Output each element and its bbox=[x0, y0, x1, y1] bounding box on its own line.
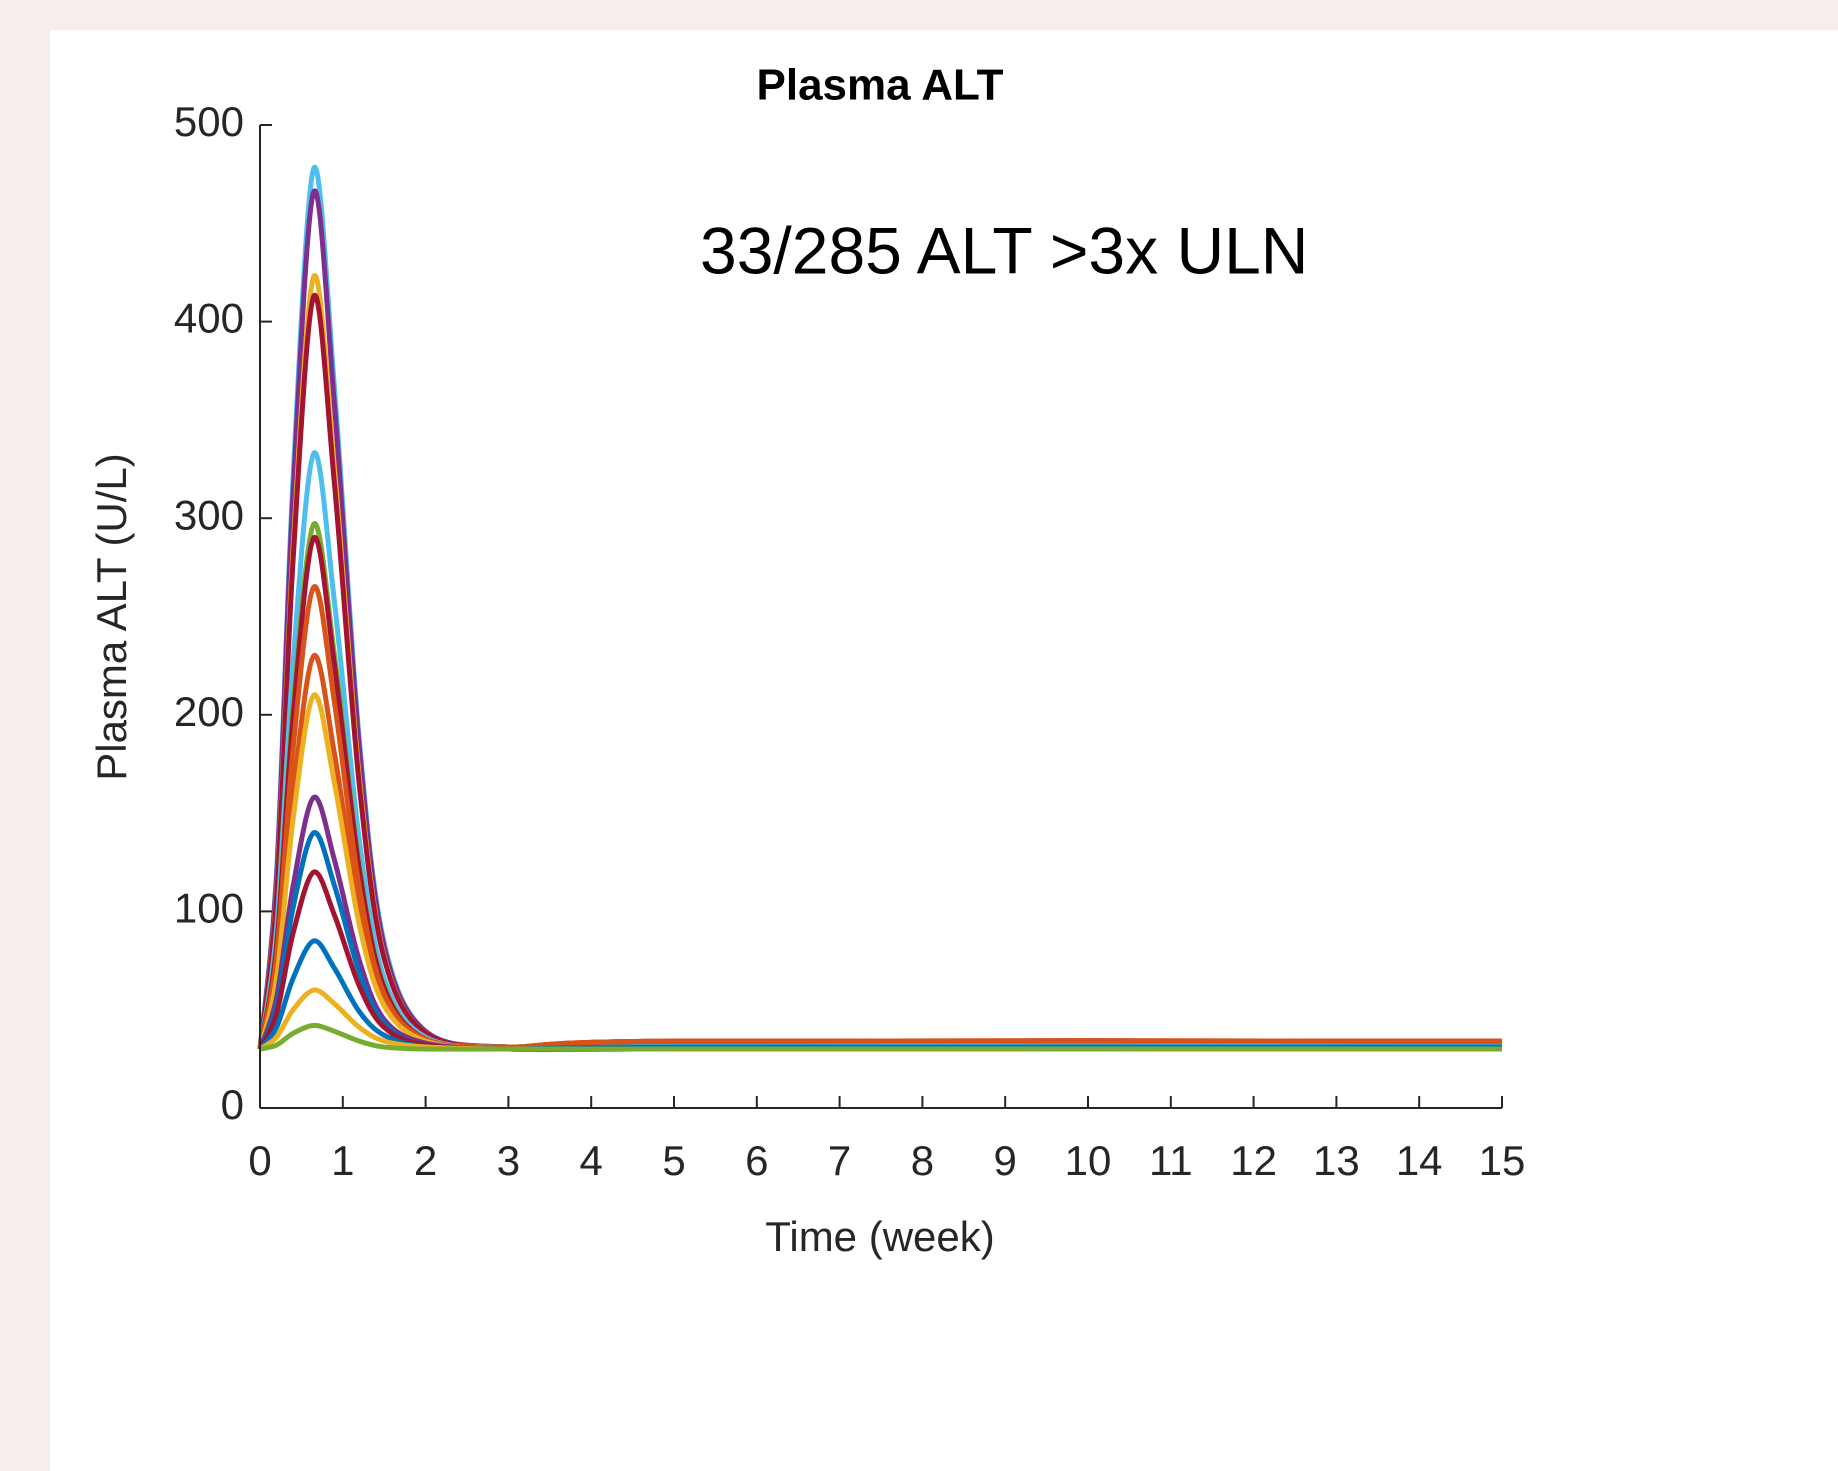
y-tick-label: 100 bbox=[174, 884, 244, 931]
x-tick-label: 3 bbox=[497, 1137, 520, 1184]
x-axis-label: Time (week) bbox=[765, 1213, 994, 1260]
y-tick-label: 500 bbox=[174, 98, 244, 145]
y-tick-label: 200 bbox=[174, 688, 244, 735]
x-tick-label: 0 bbox=[248, 1137, 271, 1184]
x-tick-label: 7 bbox=[828, 1137, 851, 1184]
x-tick-label: 15 bbox=[1479, 1137, 1526, 1184]
x-tick-label: 10 bbox=[1065, 1137, 1112, 1184]
x-tick-label: 2 bbox=[414, 1137, 437, 1184]
series-line bbox=[259, 1022, 1502, 1052]
x-tick-label: 11 bbox=[1149, 1137, 1193, 1184]
y-axis-label: Plasma ALT (U/L) bbox=[88, 453, 135, 781]
x-tick-label: 1 bbox=[331, 1137, 354, 1184]
chart-title: Plasma ALT bbox=[757, 61, 1004, 110]
x-tick-label: 4 bbox=[580, 1137, 603, 1184]
x-tick-label: 13 bbox=[1313, 1137, 1360, 1184]
annotation: 33/285 ALT >3x ULN bbox=[700, 213, 1308, 287]
x-tick-label: 5 bbox=[662, 1137, 685, 1184]
x-tick-label: 14 bbox=[1396, 1137, 1443, 1184]
y-tick-label: 400 bbox=[174, 295, 244, 342]
x-tick-label: 8 bbox=[911, 1137, 934, 1184]
y-tick-label: 0 bbox=[221, 1081, 244, 1128]
x-tick-label: 12 bbox=[1230, 1137, 1277, 1184]
x-tick-label: 9 bbox=[994, 1137, 1017, 1184]
x-tick-label: 6 bbox=[745, 1137, 768, 1184]
y-tick-label: 300 bbox=[174, 491, 244, 538]
